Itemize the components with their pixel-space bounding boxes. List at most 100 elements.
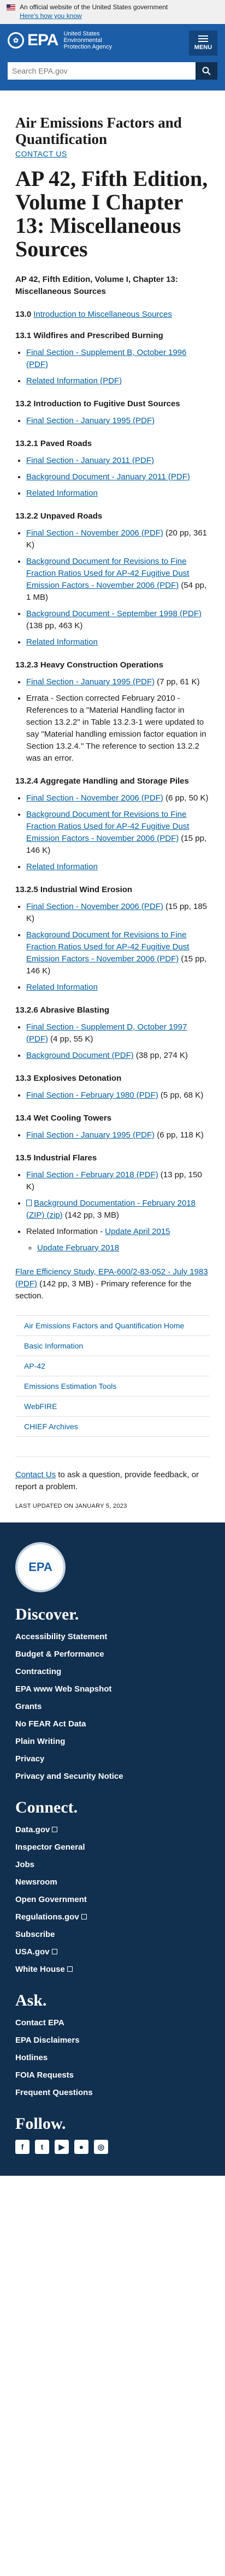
footer-link[interactable]: Subscribe: [15, 1930, 55, 1939]
intro-heading: AP 42, Fifth Edition, Volume I, Chapter …: [15, 275, 178, 296]
doc-link[interactable]: Final Section - January 1995 (PDF): [26, 416, 155, 425]
section-title: 13.2.3 Heavy Construction Operations: [15, 660, 163, 670]
footer-link-label: White House: [15, 1965, 65, 1974]
side-nav: Air Emissions Factors and Quantification…: [15, 1315, 210, 1437]
footer-link[interactable]: EPA www Web Snapshot: [15, 1684, 112, 1694]
facebook-icon[interactable]: f: [15, 2140, 29, 2154]
doc-link[interactable]: Background Document - September 1998 (PD…: [26, 609, 202, 618]
youtube-icon[interactable]: ▶: [55, 2140, 69, 2154]
doc-link[interactable]: Background Document for Revisions to Fin…: [26, 557, 190, 590]
ask-heading: Ask.: [15, 1991, 47, 2009]
doc-link[interactable]: Final Section - Supplement B, October 19…: [26, 348, 187, 369]
reference-note: (142 pp, 3 MB) - Primary reference for t…: [15, 1279, 192, 1301]
footer-link[interactable]: No FEAR Act Data: [15, 1719, 86, 1729]
sidenav-item[interactable]: Basic Information: [15, 1336, 210, 1356]
footer-link[interactable]: EPA Disclaimers: [15, 2036, 80, 2045]
footer-link[interactable]: Regulations.gov: [15, 1909, 210, 1926]
us-flag-icon: [7, 4, 15, 10]
external-link-icon: [51, 1949, 57, 1954]
update-link[interactable]: Update February 2018: [37, 1243, 120, 1253]
doc-link[interactable]: Final Section - November 2006 (PDF): [26, 902, 163, 911]
file-size: (138 pp, 463 K): [26, 621, 83, 630]
epa-logo[interactable]: ✿ EPA United States Environmental Protec…: [8, 31, 128, 50]
sidenav-item[interactable]: WebFIRE: [15, 1397, 210, 1417]
related-info-link[interactable]: Related Information: [26, 489, 98, 498]
footer-link[interactable]: Newsroom: [15, 1877, 57, 1887]
sidenav-item[interactable]: Emissions Estimation Tools: [15, 1376, 210, 1397]
flickr-icon[interactable]: ●: [74, 2140, 88, 2154]
errata-text: Errata - Section corrected February 2010…: [26, 694, 206, 763]
footer-link[interactable]: USA.gov: [15, 1943, 210, 1961]
twitter-icon[interactable]: t: [35, 2140, 49, 2154]
doc-link[interactable]: Final Section - November 2006 (PDF): [26, 793, 163, 803]
section-title: 13.5 Industrial Flares: [15, 1153, 97, 1163]
footer-link[interactable]: Data.gov: [15, 1821, 210, 1839]
related-info-link[interactable]: Related Information (PDF): [26, 376, 122, 386]
file-size: (6 pp, 118 K): [155, 1130, 204, 1140]
logo-text: EPA: [27, 31, 58, 49]
footer-link[interactable]: Contact EPA: [15, 2018, 64, 2027]
sidenav-item[interactable]: CHIEF Archives: [15, 1417, 210, 1437]
heres-how-link[interactable]: Here's how you know: [20, 12, 82, 20]
instagram-icon[interactable]: ◎: [94, 2140, 108, 2154]
footer-link[interactable]: Accessibility Statement: [15, 1632, 108, 1641]
doc-link[interactable]: Final Section - January 1995 (PDF): [26, 1130, 155, 1140]
footer-link[interactable]: Hotlines: [15, 2053, 48, 2062]
masthead: ✿ EPA United States Environmental Protec…: [0, 24, 225, 91]
footer-link-label: USA.gov: [15, 1947, 50, 1957]
footer-link[interactable]: FOIA Requests: [15, 2071, 74, 2080]
footer-link[interactable]: Inspector General: [15, 1843, 85, 1852]
related-info-link[interactable]: Related Information: [26, 983, 98, 992]
contact-us-link[interactable]: CONTACT US: [15, 149, 67, 158]
section-title: 13.2.5 Industrial Wind Erosion: [15, 885, 133, 894]
sidenav-item[interactable]: AP-42: [15, 1356, 210, 1376]
doc-link[interactable]: Background Document for Revisions to Fin…: [26, 810, 190, 843]
doc-link[interactable]: Final Section - November 2006 (PDF): [26, 528, 163, 538]
menu-button[interactable]: MENU: [189, 31, 217, 56]
page-title: AP 42, Fifth Edition, Volume I Chapter 1…: [15, 166, 208, 261]
footer-link[interactable]: Privacy: [15, 1754, 45, 1764]
file-size: (38 pp, 274 K): [133, 1051, 188, 1060]
flare-study-link[interactable]: Flare Efficiency Study, EPA-600/2-83-052…: [15, 1267, 208, 1289]
related-info-label: Related Information -: [26, 1227, 105, 1236]
related-info-link[interactable]: Related Information: [26, 862, 98, 871]
section-title: 13.3 Explosives Detonation: [15, 1074, 122, 1083]
doc-link[interactable]: Final Section - Supplement D, October 19…: [26, 1022, 187, 1044]
footer-link[interactable]: Privacy and Security Notice: [15, 1772, 123, 1781]
doc-link[interactable]: Final Section - February 2018 (PDF): [26, 1170, 158, 1179]
footer-link[interactable]: Plain Writing: [15, 1737, 66, 1746]
intro-link[interactable]: Introduction to Miscellaneous Sources: [33, 310, 172, 319]
doc-link[interactable]: Background Document for Revisions to Fin…: [26, 930, 190, 964]
update-link[interactable]: Update April 2015: [105, 1227, 170, 1236]
related-info-link[interactable]: Related Information: [26, 637, 98, 647]
file-size: (142 pp, 3 MB): [62, 1211, 120, 1220]
section-title: 13.4 Wet Cooling Towers: [15, 1114, 112, 1123]
doc-link[interactable]: Final Section - January 1995 (PDF): [26, 677, 155, 687]
epa-flower-icon: ✿: [8, 32, 24, 49]
section-title: 13.2.6 Abrasive Blasting: [15, 1006, 110, 1015]
file-size: (15 pp, 146 K): [26, 834, 207, 855]
footer-link[interactable]: Budget & Performance: [15, 1650, 104, 1659]
search-button[interactable]: [196, 62, 217, 80]
footer-link[interactable]: Grants: [15, 1702, 42, 1711]
contact-us-bottom-link[interactable]: Contact Us: [15, 1470, 56, 1479]
file-size: (15 pp, 185 K): [26, 902, 207, 923]
footer-link[interactable]: Open Government: [15, 1895, 87, 1904]
file-size: (4 pp, 55 K): [48, 1034, 93, 1044]
footer-link[interactable]: Jobs: [15, 1860, 35, 1869]
doc-link[interactable]: Final Section - January 2011 (PDF): [26, 456, 154, 465]
area-title: Air Emissions Factors and Quantification: [15, 115, 182, 147]
footer-link[interactable]: White House: [15, 1961, 210, 1978]
sidenav-item[interactable]: Air Emissions Factors and Quantification…: [15, 1316, 210, 1336]
doc-link[interactable]: Background Document (PDF): [26, 1051, 134, 1060]
doc-link[interactable]: Background Document - January 2011 (PDF): [26, 472, 190, 482]
hamburger-icon: [198, 35, 208, 42]
footer-link[interactable]: Frequent Questions: [15, 2088, 93, 2097]
footer-link[interactable]: Contracting: [15, 1667, 62, 1676]
zip-link[interactable]: Background Documentation - February 2018…: [26, 1199, 196, 1220]
primary-reference: Flare Efficiency Study, EPA-600/2-83-052…: [15, 1266, 210, 1302]
epa-seal-logo: EPA: [15, 1542, 66, 1592]
search-input[interactable]: [8, 62, 196, 80]
search-icon: [202, 67, 211, 75]
doc-link[interactable]: Final Section - February 1980 (PDF): [26, 1091, 158, 1100]
